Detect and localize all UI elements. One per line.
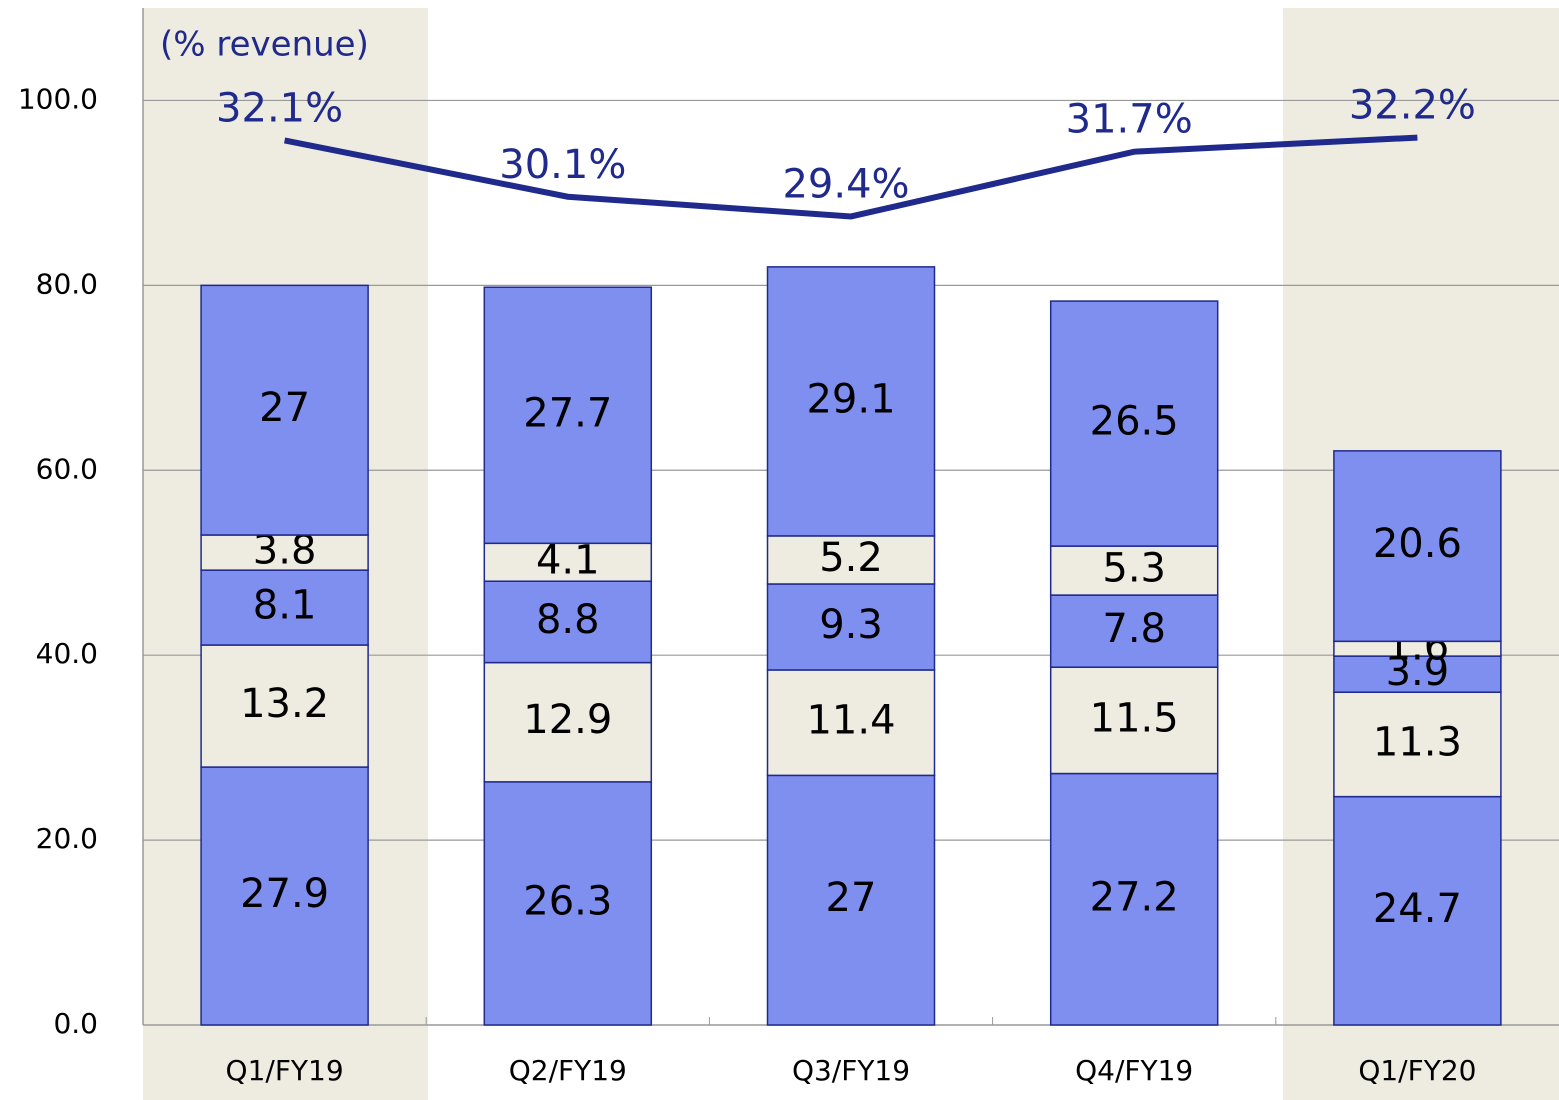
x-tick-label: Q4/FY19 bbox=[1075, 1054, 1193, 1087]
bar-segment bbox=[1333, 795, 1502, 1026]
line-label: 32.1% bbox=[216, 85, 343, 131]
bar-segment bbox=[483, 781, 653, 1026]
annotation: (% revenue) bbox=[160, 25, 369, 65]
bar-segment bbox=[766, 669, 936, 777]
bar-segment bbox=[1333, 450, 1502, 643]
y-tick-label: 80.0 bbox=[36, 267, 98, 300]
bar-segment bbox=[766, 535, 936, 585]
line bbox=[284, 134, 1418, 220]
bar-segment bbox=[766, 266, 936, 537]
bar-segment bbox=[1049, 300, 1219, 547]
data-label: 8.1 bbox=[253, 583, 317, 629]
line-label: 30.1% bbox=[499, 142, 626, 188]
bar-segment bbox=[483, 661, 653, 783]
x-tick-label: Q3/FY19 bbox=[792, 1054, 910, 1087]
data-label: 8.8 bbox=[536, 597, 600, 643]
y-tick-label: 60.0 bbox=[36, 452, 98, 485]
y-tick-label: 20.0 bbox=[36, 822, 98, 855]
data-label: 29.1 bbox=[806, 376, 895, 422]
data-label: 11.3 bbox=[1373, 719, 1462, 765]
y-tick-label: 100.0 bbox=[18, 82, 98, 115]
bar-segment bbox=[483, 286, 653, 545]
bar-segment bbox=[483, 580, 653, 664]
y-tick-label: 0.0 bbox=[53, 1007, 98, 1040]
bar-segment bbox=[200, 534, 369, 571]
bar-segment bbox=[766, 583, 936, 671]
bar-segment bbox=[1333, 691, 1502, 798]
data-label: 9.3 bbox=[819, 602, 883, 648]
data-label: 27.7 bbox=[523, 390, 612, 436]
data-label: 26.5 bbox=[1090, 399, 1179, 445]
data-label: 12.9 bbox=[523, 697, 612, 743]
data-label: 27 bbox=[826, 875, 877, 921]
bar-segment bbox=[766, 774, 936, 1026]
line-label: 32.2% bbox=[1349, 83, 1476, 129]
data-label: 26.3 bbox=[523, 878, 612, 924]
data-label: 11.5 bbox=[1090, 695, 1179, 741]
data-label: 5.2 bbox=[819, 535, 883, 581]
y-tick-label: 40.0 bbox=[36, 637, 98, 670]
x-tick-label: Q1/FY19 bbox=[226, 1054, 344, 1087]
data-label: 27.9 bbox=[240, 871, 329, 917]
data-label: 13.2 bbox=[240, 681, 329, 727]
bar-segment bbox=[200, 284, 369, 536]
bar-segment bbox=[1049, 772, 1219, 1026]
bar-segment bbox=[1049, 594, 1219, 668]
bar-segment bbox=[1049, 545, 1219, 596]
bar-segment bbox=[200, 766, 369, 1026]
data-label: 11.4 bbox=[806, 698, 895, 744]
line-label: 31.7% bbox=[1066, 97, 1193, 143]
line-label: 29.4% bbox=[782, 161, 909, 207]
data-label: 20.6 bbox=[1373, 521, 1462, 567]
bar-segment bbox=[200, 644, 369, 768]
data-label: 7.8 bbox=[1102, 606, 1166, 652]
data-label: 5.3 bbox=[1102, 546, 1166, 592]
data-label: 27.2 bbox=[1090, 874, 1179, 920]
data-label: 27 bbox=[259, 385, 310, 431]
bar-segment bbox=[200, 569, 369, 646]
bar-segment bbox=[1049, 666, 1219, 775]
bar-segment bbox=[483, 542, 653, 582]
data-label: 4.1 bbox=[536, 537, 600, 583]
x-tick-label: Q1/FY20 bbox=[1358, 1054, 1476, 1087]
data-label: 24.7 bbox=[1373, 886, 1462, 932]
x-tick-label: Q2/FY19 bbox=[509, 1054, 627, 1087]
